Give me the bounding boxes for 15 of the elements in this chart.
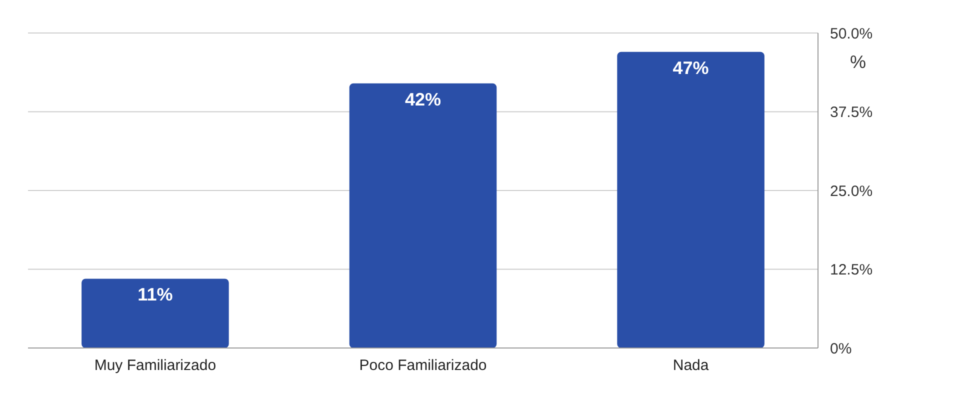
bar [617,52,764,348]
y-tick-label: 50.0% [830,25,873,42]
y-tick-label: 0% [830,340,852,358]
x-tick-label: Nada [672,357,710,374]
data-label: 11% [138,284,173,305]
y-tick-label: 12.5% [830,262,873,278]
x-tick-label: Poco Familiarizado [359,357,487,374]
data-label: 47% [672,58,709,78]
bar [349,83,497,348]
y-tick-label: 25.0% [830,182,873,200]
bar [82,278,229,348]
y-tick-label: 37.5% [830,104,873,121]
x-tick-label: Muy Familiarizado [94,357,216,374]
y-axis-title: % [850,52,866,72]
data-label: 42% [404,89,442,110]
